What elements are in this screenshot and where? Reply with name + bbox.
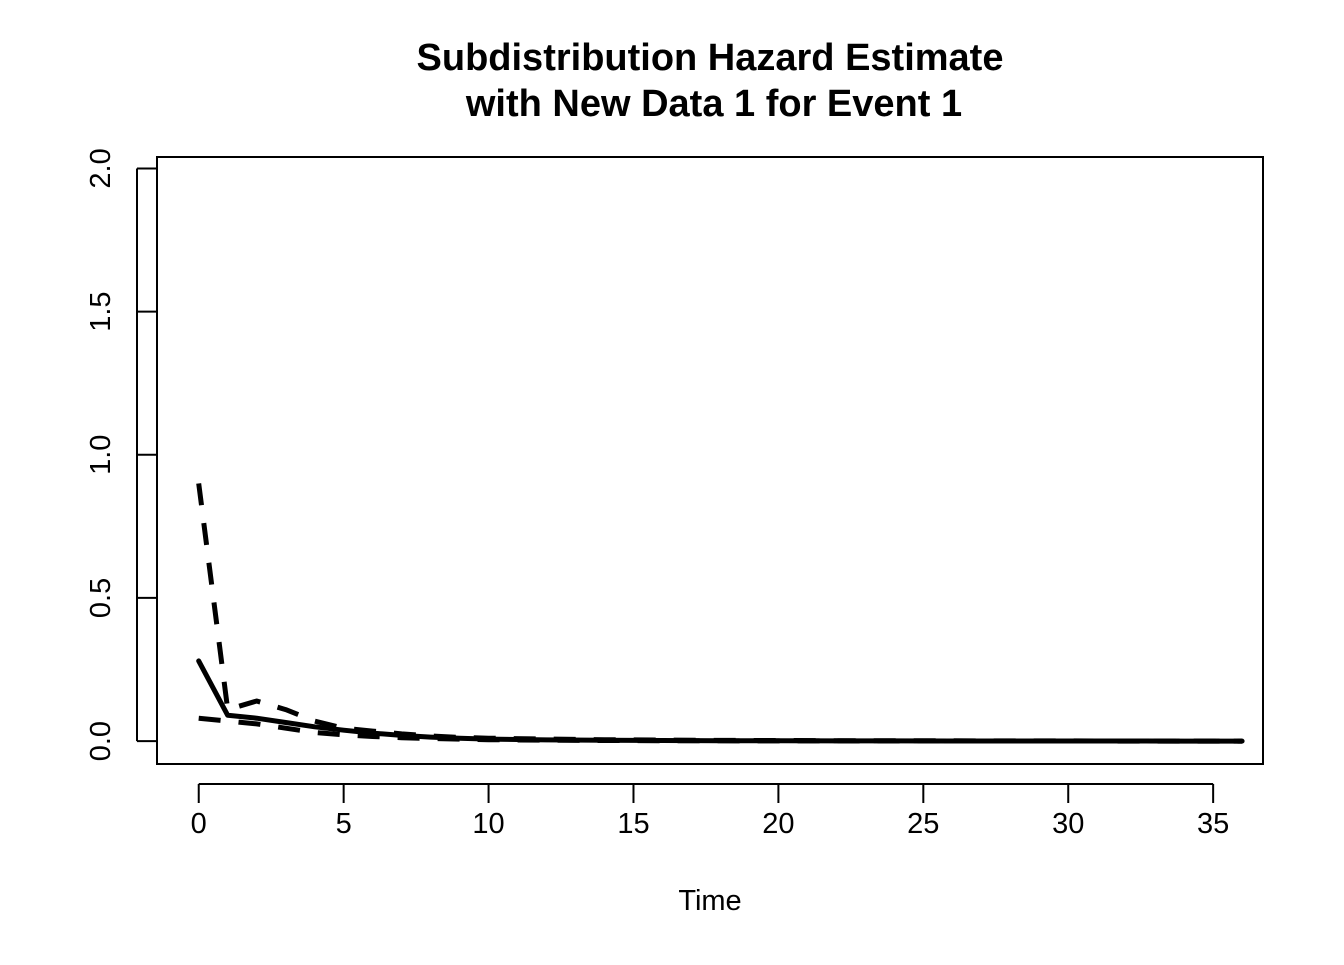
x-tick-label: 30 bbox=[1052, 808, 1084, 840]
chart-title-line-1: Subdistribution Hazard Estimate bbox=[417, 37, 1004, 79]
plot-box bbox=[156, 156, 1264, 765]
y-tick-label: 0.5 bbox=[85, 578, 117, 618]
y-tick-label: 0.0 bbox=[85, 721, 117, 761]
x-tick-label: 10 bbox=[472, 808, 504, 840]
x-tick-label: 35 bbox=[1197, 808, 1229, 840]
series-line-dashed-upper bbox=[196, 483, 1243, 744]
x-tick-label: 25 bbox=[907, 808, 939, 840]
y-tick-label: 1.0 bbox=[85, 435, 117, 475]
x-tick-label: 0 bbox=[191, 808, 207, 840]
x-axis-label: Time bbox=[678, 885, 741, 917]
series-line-dashed-lower bbox=[198, 715, 1243, 744]
x-tick-label: 20 bbox=[762, 808, 794, 840]
series-group bbox=[196, 483, 1245, 744]
x-tick-label: 15 bbox=[617, 808, 649, 840]
y-tick-label: 1.5 bbox=[85, 291, 117, 331]
y-axis: 0.0 0.5 1.0 1.5 2.0 bbox=[85, 148, 157, 761]
y-tick-label: 2.0 bbox=[85, 148, 117, 188]
x-tick-label: 5 bbox=[336, 808, 352, 840]
chart-title-line-2: with New Data 1 for Event 1 bbox=[465, 83, 962, 125]
x-axis: 0 5 10 15 20 25 30 35 bbox=[191, 783, 1229, 840]
